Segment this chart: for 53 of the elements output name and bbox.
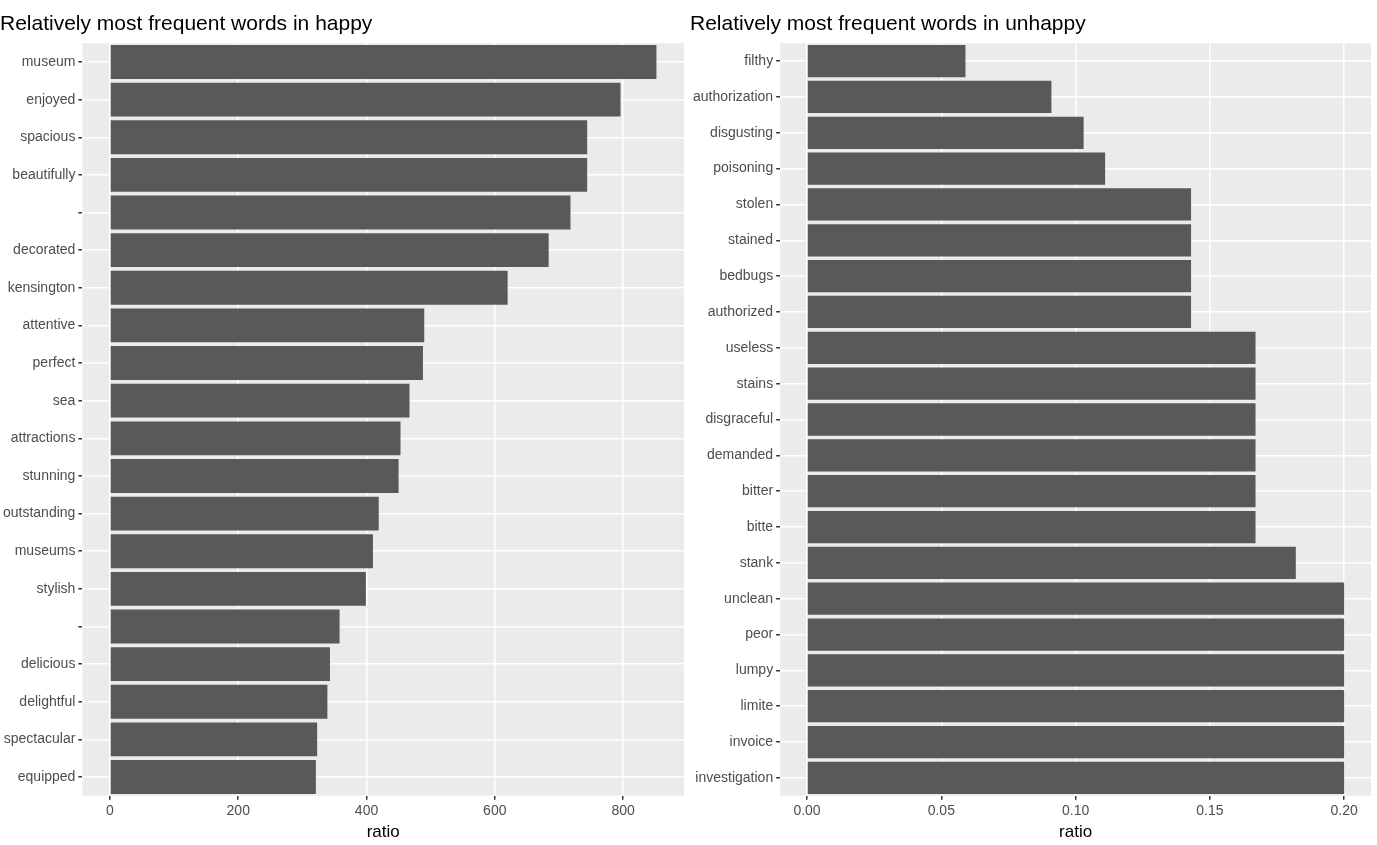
- x-tick-label: 0.10: [1061, 802, 1090, 819]
- y-tick-label: authorized: [707, 302, 774, 319]
- y-tick-label: useless: [725, 338, 774, 355]
- x-tick-label: 0.15: [1196, 802, 1224, 819]
- y-tick-label: bedbugs: [719, 267, 774, 284]
- y-tick-label: sea: [52, 391, 76, 408]
- y-tick-label: limite: [740, 697, 774, 714]
- y-tick-label: authorization: [692, 87, 774, 104]
- y-tick-label: attractions: [10, 429, 76, 446]
- y-tick-label: disgraceful: [705, 410, 774, 427]
- y-tick-label: demanded: [706, 446, 774, 463]
- y-tick-label: decorated: [13, 241, 76, 258]
- y-tick-label: stains: [736, 374, 774, 391]
- x-tick-label: 0.20: [1330, 802, 1358, 819]
- y-tick-label: attentive: [22, 316, 76, 333]
- y-tick-label: invoice: [729, 732, 774, 749]
- y-tick-label: stank: [739, 553, 775, 570]
- x-tick-label: 0.05: [927, 802, 956, 819]
- y-tick-label: poisoning: [713, 159, 774, 176]
- x-tick-label: 800: [611, 802, 635, 819]
- x-tick-label: 0: [106, 802, 115, 819]
- y-tick-label: outstanding: [2, 504, 76, 521]
- x-tick-label: 400: [354, 802, 379, 819]
- y-tick-label: delicious: [20, 654, 76, 671]
- x-tick-label: 200: [226, 802, 251, 819]
- y-tick-label: perfect: [32, 353, 76, 370]
- y-tick-label: delightful: [19, 692, 76, 709]
- y-tick-label: peor: [745, 625, 774, 642]
- y-tick-label: spacious: [20, 128, 76, 145]
- y-tick-label: beautifully: [12, 165, 76, 182]
- y-tick-label: stained: [728, 231, 774, 248]
- y-tick-label: filthy: [744, 51, 774, 68]
- y-tick-label: bitter: [742, 482, 774, 499]
- chart-title: Relatively most frequent words in happy: [0, 11, 373, 35]
- x-tick-label: 0.00: [793, 802, 821, 819]
- y-tick-label: kensington: [7, 278, 76, 295]
- x-tick-label: 600: [483, 802, 507, 819]
- y-tick-label: unclean: [724, 589, 774, 606]
- y-tick-label: disgusting: [710, 123, 774, 140]
- y-tick-label: stunning: [22, 466, 76, 483]
- y-tick-label: bitte: [746, 517, 774, 534]
- y-tick-label: enjoyed: [26, 90, 76, 107]
- y-tick-label: stylish: [36, 579, 76, 596]
- y-tick-label: stolen: [735, 195, 774, 212]
- y-tick-label: lumpy: [735, 661, 774, 678]
- y-tick-label: equipped: [17, 767, 76, 784]
- y-tick-label: spectacular: [3, 730, 76, 747]
- x-axis-title: ratio: [1059, 822, 1093, 842]
- y-tick-label: museums: [14, 542, 76, 559]
- y-tick-label: museum: [21, 52, 76, 69]
- x-axis-title: ratio: [366, 822, 400, 842]
- chart-title: Relatively most frequent words in unhappy: [690, 11, 1087, 35]
- y-tick-label: investigation: [695, 768, 774, 785]
